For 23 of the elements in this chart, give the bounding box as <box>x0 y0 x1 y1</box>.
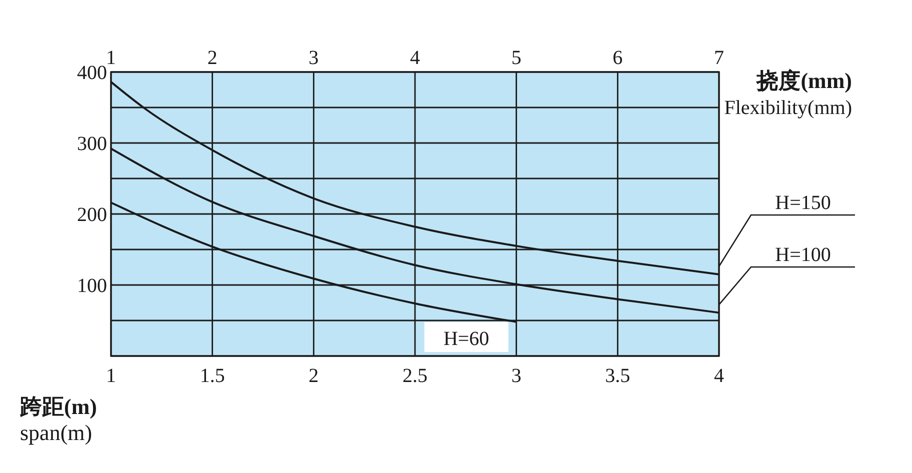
series-label: H=60 <box>443 328 490 350</box>
x-tick-label: 2.5 <box>402 365 428 387</box>
x-tick-label: 3.5 <box>605 365 630 387</box>
x2-axis-title: 挠度(mm) Flexibility(mm) <box>724 68 852 119</box>
x-axis-title: 跨距(m) span(m) <box>19 394 97 445</box>
x-tick-label: 1.5 <box>200 365 225 387</box>
y-tick-label: 200 <box>77 204 107 226</box>
y-tick-label: 100 <box>77 275 107 297</box>
x-tick-label: 1 <box>106 365 116 387</box>
x2-tick-label: 1 <box>106 47 116 69</box>
x-tick-label: 4 <box>714 365 724 387</box>
y-tick-label: 300 <box>77 133 107 155</box>
x2-tick-label: 3 <box>308 47 319 69</box>
x2-tick-label: 2 <box>207 47 218 69</box>
x-tick-label: 2 <box>308 365 319 387</box>
x2-tick-label: 5 <box>511 47 522 69</box>
x-tick-label: 3 <box>511 365 522 387</box>
x2-tick-label: 6 <box>612 47 623 69</box>
x2-tick-label: 7 <box>714 47 724 69</box>
text: H=100 <box>775 244 831 266</box>
x2-tick-label: 4 <box>410 47 420 69</box>
text: H=150 <box>775 192 831 214</box>
y-tick-label: 400 <box>77 62 107 84</box>
